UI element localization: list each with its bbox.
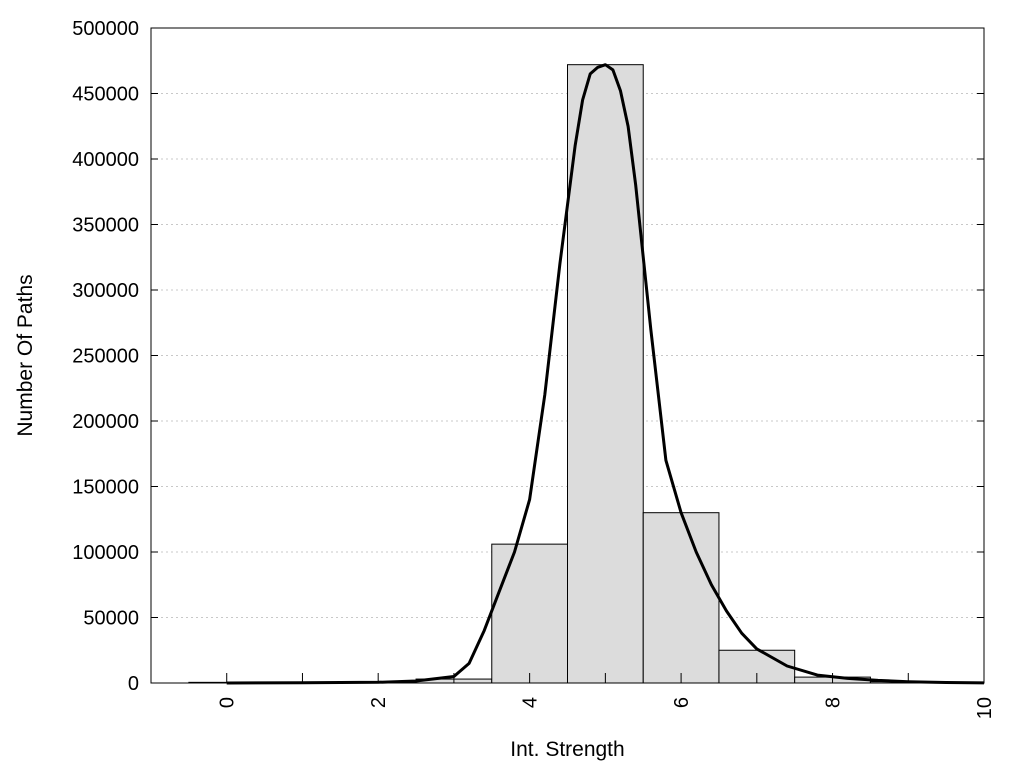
y-tick-label-4: 200000: [72, 411, 139, 433]
x-axis: 0 2 4 6 8 10: [150, 673, 996, 719]
y-tick-label-1: 50000: [83, 608, 139, 630]
y-tick-label-5: 250000: [72, 346, 139, 368]
y-tick-label-0: 0: [128, 673, 139, 695]
fit-curve-layer: [226, 63, 985, 685]
y-axis: 0 50000 100000 150000 200000 250000 300000 3500…: [72, 18, 984, 695]
y-tick-label-2: 100000: [72, 542, 139, 564]
y-tick-label-9: 450000: [72, 84, 139, 106]
x-tick-label-5: 10: [974, 697, 996, 719]
x-tick-label-2: 4: [520, 697, 542, 708]
y-tick-label-7: 350000: [72, 215, 139, 237]
x-axis-title: Int. Strength: [510, 738, 624, 761]
x-tick-label-3: 6: [671, 697, 693, 708]
fit-curve: [226, 63, 985, 685]
bar-4: [491, 543, 569, 684]
x-tick-label-0: 0: [217, 697, 239, 708]
y-axis-title: Number Of Paths: [14, 274, 37, 436]
x-tick-label-1: 2: [368, 697, 390, 708]
bar-6: [642, 512, 720, 684]
y-tick-label-8: 400000: [72, 149, 139, 171]
bars: [188, 64, 947, 684]
y-tick-label-3: 150000: [72, 477, 139, 499]
x-tick-label-4: 8: [823, 697, 845, 708]
y-tick-label-6: 300000: [72, 280, 139, 302]
y-tick-label-10: 500000: [72, 18, 139, 40]
